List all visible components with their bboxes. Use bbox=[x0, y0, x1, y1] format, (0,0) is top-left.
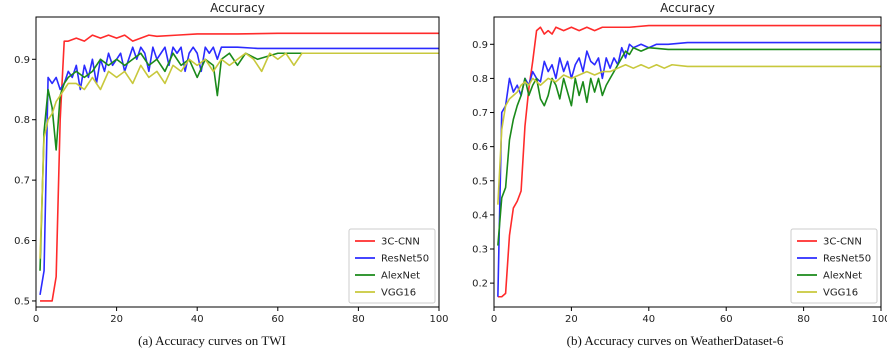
x-tick-label: 60 bbox=[271, 314, 284, 325]
chart-title: Accuracy bbox=[660, 1, 715, 15]
y-tick-label: 0.3 bbox=[472, 245, 488, 256]
x-tick-label: 40 bbox=[191, 314, 204, 325]
y-tick-label: 0.8 bbox=[14, 115, 30, 126]
legend-label: VGG16 bbox=[823, 288, 858, 299]
x-tick-label: 80 bbox=[352, 314, 365, 325]
series-line-resnet50 bbox=[497, 41, 881, 297]
legend-label: 3C-CNN bbox=[823, 237, 862, 248]
x-tick-label: 20 bbox=[565, 314, 578, 325]
series-line-alexnet bbox=[497, 46, 881, 246]
y-tick-label: 0.6 bbox=[472, 142, 488, 153]
y-tick-label: 0.6 bbox=[14, 236, 30, 247]
series-line-vgg16 bbox=[39, 52, 439, 259]
caption-twi: (a) Accuracy curves on TWI bbox=[138, 333, 286, 348]
x-tick-label: 0 bbox=[491, 314, 497, 325]
y-tick-label: 0.7 bbox=[14, 176, 30, 187]
y-tick-label: 0.2 bbox=[472, 279, 488, 290]
y-tick-label: 0.5 bbox=[14, 296, 30, 307]
legend-box bbox=[790, 228, 878, 304]
x-tick-label: 100 bbox=[871, 314, 887, 325]
legend-label: VGG16 bbox=[381, 288, 416, 299]
y-tick-label: 0.7 bbox=[472, 108, 488, 119]
y-tick-label: 0.9 bbox=[472, 40, 488, 51]
plot-frame bbox=[35, 16, 440, 308]
x-tick-label: 60 bbox=[720, 314, 733, 325]
legend-label: ResNet50 bbox=[823, 254, 871, 265]
legend-label: 3C-CNN bbox=[381, 237, 420, 248]
series-line-3c-cnn bbox=[40, 32, 439, 302]
chart-title: Accuracy bbox=[210, 1, 265, 15]
x-tick-label: 100 bbox=[429, 314, 448, 325]
caption-weatherdataset-6: (b) Accuracy curves on WeatherDataset-6 bbox=[566, 333, 784, 348]
legend-box bbox=[348, 228, 436, 304]
y-tick-label: 0.8 bbox=[472, 74, 488, 85]
y-tick-label: 0.4 bbox=[472, 210, 488, 221]
legend-label: AlexNet bbox=[823, 271, 862, 282]
x-tick-label: 0 bbox=[33, 314, 39, 325]
x-tick-label: 20 bbox=[110, 314, 123, 325]
legend-label: AlexNet bbox=[381, 271, 420, 282]
series-line-3c-cnn bbox=[497, 24, 881, 298]
y-tick-label: 0.5 bbox=[472, 176, 488, 187]
x-tick-label: 40 bbox=[642, 314, 655, 325]
legend-label: ResNet50 bbox=[381, 254, 429, 265]
x-tick-label: 80 bbox=[797, 314, 810, 325]
y-tick-label: 0.9 bbox=[14, 55, 30, 66]
chart-twi: Accuracy 0 20 40 60 80 100 0.5 0.6 0.7 0.8 0.9 3C-CN… bbox=[14, 1, 448, 325]
series-line-vgg16 bbox=[497, 63, 881, 205]
chart-weatherdataset-6: Accuracy 0 20 40 60 80 100 0.2 0.3 0.4 0.5 0.6 0.7 0.… bbox=[472, 1, 887, 325]
plot-frame bbox=[493, 16, 882, 308]
